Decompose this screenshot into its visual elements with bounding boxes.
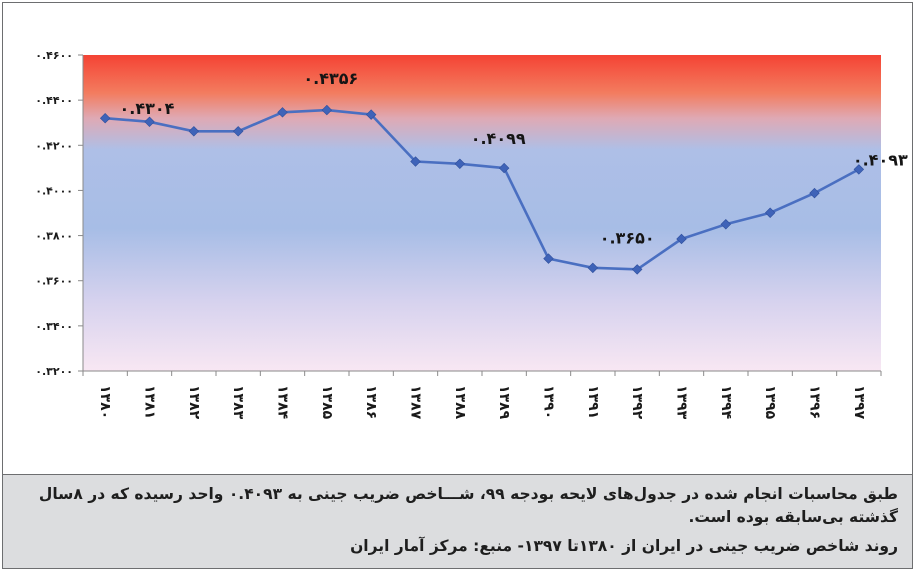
y-tick-label: ۰.۳۸۰۰ [35, 230, 73, 243]
data-point-marker [454, 158, 466, 170]
x-tick-label: ۱۳۹۴ [718, 385, 734, 420]
data-point-marker [188, 126, 200, 137]
data-point-marker [853, 164, 865, 175]
x-tick-label: ۱۳۸۴ [275, 385, 291, 420]
y-tick-label: ۰.۴۶۰۰ [35, 49, 73, 62]
x-tick-label: ۱۳۹۶ [807, 385, 823, 419]
x-tick-label: ۱۳۸۶ [363, 385, 379, 419]
data-label: ۰.۳۶۵۰ [600, 228, 655, 247]
data-point-marker [764, 207, 776, 218]
caption-box: طبق محاسبات انجام شده در جدول‌های لایحه … [3, 474, 912, 568]
data-label: ۰.۴۰۹۹ [471, 129, 526, 148]
y-tick-label: ۰.۳۴۰۰ [35, 320, 73, 333]
caption-text: طبق محاسبات انجام شده در جدول‌های لایحه … [38, 485, 898, 526]
data-point-marker [99, 112, 111, 124]
data-point-marker [676, 233, 687, 245]
x-tick-label: ۱۳۹۰ [541, 385, 557, 419]
x-tick-label: ۱۳۸۰ [97, 385, 113, 419]
series-line [105, 108, 860, 271]
data-label: ۰.۴۳۰۴ [120, 99, 175, 118]
data-point-marker [720, 219, 732, 230]
data-label: ۰.۴۰۹۳ [853, 150, 908, 169]
x-tick-label: ۱۳۸۷ [408, 385, 424, 420]
gini-line-chart: ۰.۳۲۰۰ ۰.۳۴۰۰ ۰.۳۶۰۰ ۰.۳۸۰۰ ۰.۴۰۰۰ ۰.۴۲۰۰ ۰.۴۴… [35, 49, 908, 420]
data-point-marker [498, 162, 510, 174]
data-point-marker [144, 116, 155, 128]
y-tick-label: ۰.۴۰۰۰ [35, 184, 73, 197]
x-tick-label: ۱۳۹۵ [762, 385, 778, 420]
x-tick-label: ۱۳۸۸ [452, 385, 468, 420]
x-tick-label: ۱۳۸۲ [186, 385, 202, 420]
x-tick-label: ۱۳۸۱ [142, 385, 158, 419]
x-tick-label: ۱۳۹۲ [629, 385, 645, 420]
x-tick-label: ۱۳۸۵ [319, 385, 335, 420]
caption-source: روند شاخص ضریب جینی در ایران از ۱۳۸۰تا ۱… [350, 537, 898, 555]
y-tick-label: ۰.۳۲۰۰ [35, 365, 73, 378]
data-point-marker [410, 156, 421, 167]
y-tick-label: ۰.۳۶۰۰ [35, 275, 73, 288]
x-tick-label: ۱۳۹۱ [585, 385, 601, 419]
x-tick-label: ۱۳۸۹ [496, 385, 512, 420]
x-tick-label: ۱۳۸۳ [230, 385, 246, 420]
chart-area: ۰.۳۲۰۰ ۰.۳۴۰۰ ۰.۳۶۰۰ ۰.۳۸۰۰ ۰.۴۰۰۰ ۰.۴۲۰۰ ۰.۴۴… [3, 3, 912, 473]
y-tick-label: ۰.۴۲۰۰ [35, 139, 73, 152]
data-point-marker [543, 253, 554, 264]
x-tick-label: ۱۳۹۷ [851, 385, 867, 420]
x-tick-label: ۱۳۹۳ [674, 385, 690, 420]
data-label: ۰.۴۳۵۶ [303, 69, 358, 88]
data-point-marker [809, 187, 820, 199]
plot-background [83, 55, 881, 371]
data-point-marker [631, 264, 643, 275]
data-point-marker [587, 262, 599, 274]
data-point-marker [321, 104, 333, 116]
data-point-marker [365, 109, 377, 120]
data-point-marker [277, 107, 288, 118]
data-point-marker [232, 126, 244, 137]
y-tick-label: ۰.۴۴۰۰ [35, 94, 73, 107]
